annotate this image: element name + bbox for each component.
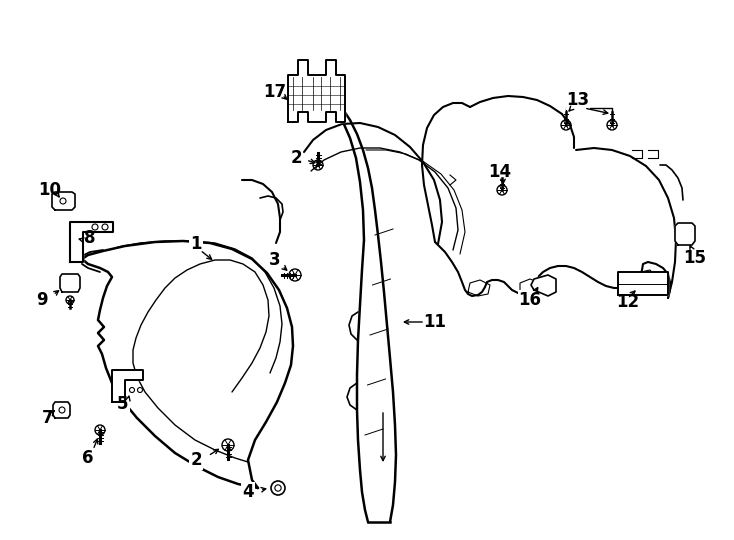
Polygon shape <box>288 60 345 122</box>
Text: 9: 9 <box>36 291 48 309</box>
Text: 12: 12 <box>617 293 639 311</box>
Polygon shape <box>52 192 75 210</box>
Text: 11: 11 <box>424 313 446 331</box>
Text: 14: 14 <box>488 163 512 181</box>
Text: 8: 8 <box>84 229 95 247</box>
Text: 17: 17 <box>264 83 286 101</box>
Polygon shape <box>53 402 70 418</box>
Text: 1: 1 <box>190 235 202 253</box>
Polygon shape <box>618 272 668 295</box>
Polygon shape <box>675 223 695 245</box>
Polygon shape <box>60 274 80 292</box>
Text: 3: 3 <box>269 251 281 269</box>
Text: 4: 4 <box>242 483 254 501</box>
Text: 6: 6 <box>82 449 94 467</box>
Text: 5: 5 <box>117 395 128 413</box>
Text: 10: 10 <box>38 181 62 199</box>
Text: 7: 7 <box>42 409 54 427</box>
Text: 15: 15 <box>683 249 707 267</box>
Polygon shape <box>112 370 143 402</box>
Polygon shape <box>531 275 556 296</box>
Text: 13: 13 <box>567 91 589 109</box>
Polygon shape <box>70 222 113 262</box>
Text: 2: 2 <box>290 149 302 167</box>
Text: 16: 16 <box>518 291 542 309</box>
Text: 2: 2 <box>190 451 202 469</box>
